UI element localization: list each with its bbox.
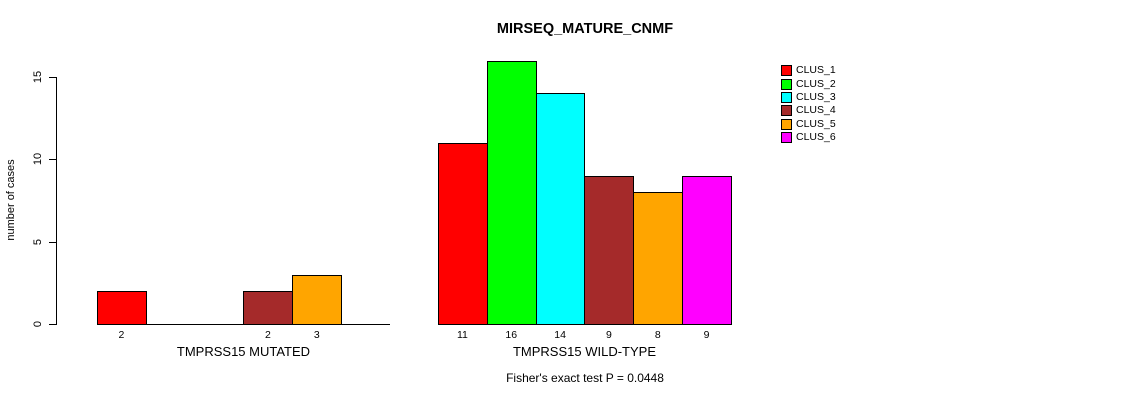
bar-clus_4 xyxy=(243,291,294,325)
y-tick-mark xyxy=(49,324,57,325)
y-tick-label: 15 xyxy=(32,70,44,84)
bar-clus_5 xyxy=(292,274,343,325)
y-tick-mark xyxy=(49,77,57,78)
bar-value-label: 3 xyxy=(313,329,320,341)
legend-item: CLUS_1 xyxy=(781,64,836,77)
legend-item: CLUS_5 xyxy=(781,118,836,131)
legend-item: CLUS_6 xyxy=(781,131,836,144)
bar-value-label: 11 xyxy=(456,329,468,341)
y-tick-label: 0 xyxy=(32,320,44,328)
bar-clus_3 xyxy=(535,93,586,325)
bar-clus_2 xyxy=(486,60,537,325)
y-axis-title: number of cases xyxy=(5,159,17,241)
legend-swatch xyxy=(781,65,792,77)
bar-value-label: 9 xyxy=(703,329,710,341)
legend: CLUS_1 CLUS_2 CLUS_3 CLUS_4 CLUS_5 CLUS_6 xyxy=(781,64,836,144)
legend-swatch xyxy=(781,118,792,130)
y-axis-line xyxy=(56,77,57,325)
bar-clus_1 xyxy=(438,142,488,325)
bar-value-label: 16 xyxy=(505,329,518,341)
group-label: TMPRSS15 MUTATED xyxy=(176,344,311,359)
legend-label: CLUS_2 xyxy=(796,77,836,90)
bar-value-label: 9 xyxy=(605,329,612,341)
bar-clus_6 xyxy=(682,175,732,325)
legend-swatch xyxy=(781,132,792,144)
legend-item: CLUS_4 xyxy=(781,104,836,117)
bar-value-label: 2 xyxy=(264,329,271,341)
legend-swatch xyxy=(781,91,792,103)
legend-label: CLUS_3 xyxy=(796,90,836,103)
bar-value-label: 14 xyxy=(554,329,566,341)
bar-clus_4 xyxy=(584,175,635,325)
bar-value-label: 8 xyxy=(654,329,661,341)
legend-label: CLUS_1 xyxy=(796,64,836,77)
bar-clus_5 xyxy=(633,192,684,325)
y-tick-mark xyxy=(49,241,57,243)
bar-clus_1 xyxy=(97,291,147,325)
legend-label: CLUS_6 xyxy=(796,131,836,144)
y-tick-mark xyxy=(49,159,57,161)
y-tick-label: 10 xyxy=(32,153,44,166)
legend-item: CLUS_3 xyxy=(781,91,836,104)
y-tick-label: 5 xyxy=(32,238,44,245)
legend-label: CLUS_5 xyxy=(796,117,836,130)
legend-swatch xyxy=(781,78,792,90)
legend-label: CLUS_4 xyxy=(796,104,836,117)
annotation-text: Fisher's exact test P = 0.0448 xyxy=(506,371,664,385)
group-label: TMPRSS15 WILD-TYPE xyxy=(512,344,656,359)
bar-value-label: 2 xyxy=(118,329,125,341)
legend-item: CLUS_2 xyxy=(781,77,836,90)
chart-title: MIRSEQ_MATURE_CNMF xyxy=(496,21,674,37)
legend-swatch xyxy=(781,105,792,117)
